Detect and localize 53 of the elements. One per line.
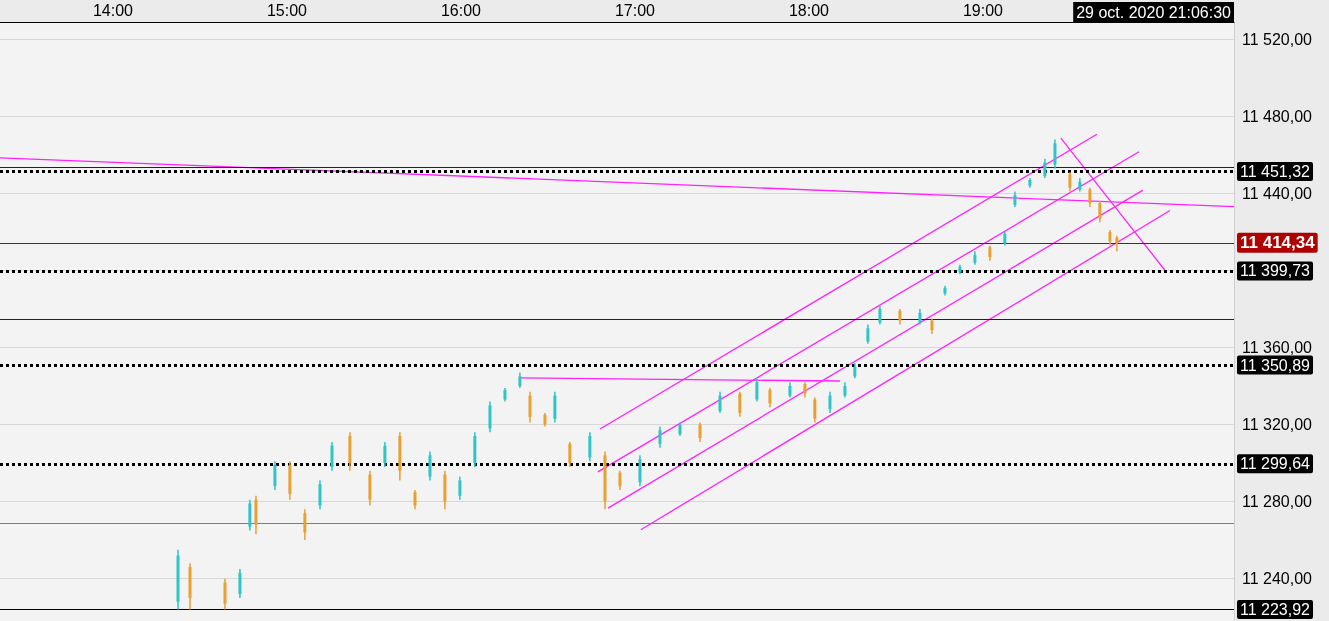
x-tick-label: 18:00 (788, 1, 830, 19)
candlestick (458, 475, 462, 501)
candlestick (383, 441, 387, 468)
candlestick (718, 391, 722, 414)
candlestick (1098, 200, 1102, 224)
y-tick-label: 11 240,00 (1242, 570, 1313, 588)
text: 29 oct. 2020 21:06:30 (1076, 3, 1232, 21)
candlestick (618, 470, 622, 491)
candlestick (553, 391, 557, 424)
candlestick (1053, 138, 1057, 170)
candlestick (588, 431, 592, 462)
candlestick (768, 387, 772, 408)
candlestick (273, 460, 277, 491)
x-tick-label: 17:00 (614, 1, 656, 19)
candlestick (413, 489, 417, 511)
candlestick (638, 454, 642, 487)
candlestick (813, 396, 817, 424)
y-tick-label: 11 440,00 (1242, 184, 1313, 202)
x-tick-label: 19:00 (962, 1, 1004, 19)
ref-line-label: 11 223,92 (1240, 601, 1311, 619)
candlestick (428, 450, 432, 482)
candlestick (330, 441, 334, 472)
x-tick-label: 15:00 (266, 1, 308, 19)
candlestick (318, 479, 322, 511)
x-tick-label: 16:00 (440, 1, 482, 19)
candlestick (488, 400, 492, 433)
y-tick-label: 11 360,00 (1242, 339, 1313, 356)
candlestick (1043, 158, 1047, 179)
candlestick (528, 391, 532, 424)
y-tick-label: 11 280,00 (1242, 493, 1313, 511)
candlestick (738, 391, 742, 418)
candlestick (1068, 171, 1072, 193)
candlestick (658, 425, 662, 449)
y-tick-label: 11 480,00 (1242, 107, 1313, 125)
ref-line-label: 11 399,73 (1240, 262, 1311, 280)
ref-line-label: 11 414,34 (1240, 233, 1316, 253)
candlestick (303, 508, 307, 541)
candlestick (828, 391, 832, 414)
candlestick (238, 568, 242, 599)
candlestick (248, 498, 252, 532)
candlestick (698, 421, 702, 443)
ref-line-label: 11 350,89 (1240, 356, 1311, 374)
candlestick (1088, 186, 1092, 208)
candlestick (568, 441, 572, 468)
y-tick-label: 11 320,00 (1242, 416, 1313, 434)
candlestick (878, 304, 882, 326)
candlestick (866, 323, 870, 345)
x-tick-label: 14:00 (92, 1, 134, 19)
candlestick (223, 577, 227, 611)
ref-line-label: 11 299,64 (1240, 455, 1311, 473)
y-tick-label: 11 520,00 (1242, 30, 1313, 48)
candlestick (755, 377, 759, 403)
ref-line-label: 11 451,32 (1240, 163, 1311, 181)
